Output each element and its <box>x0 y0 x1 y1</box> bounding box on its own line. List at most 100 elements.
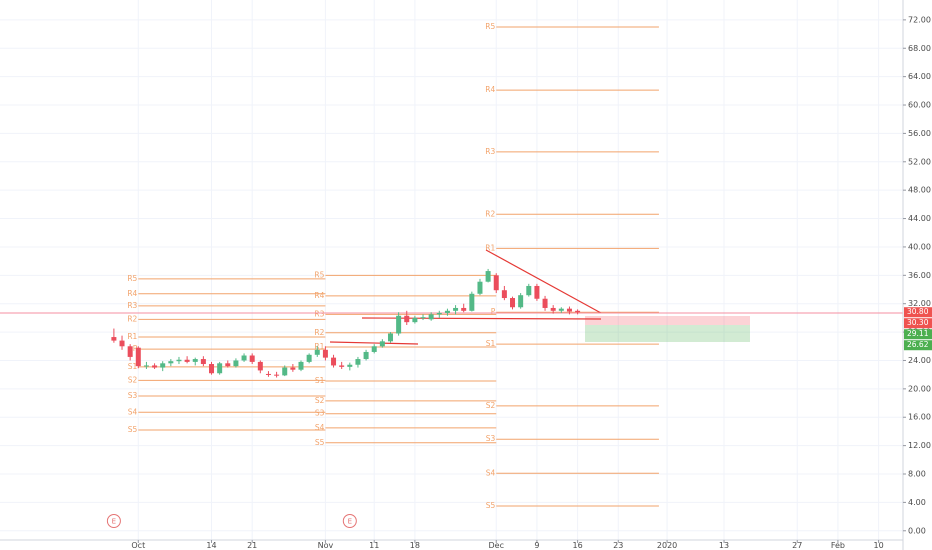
candle-body <box>331 357 337 366</box>
x-tick-label: Oct <box>131 541 145 550</box>
candle-body <box>217 363 223 374</box>
price-label-bg <box>904 318 932 329</box>
pivot-label: S1 <box>128 362 138 371</box>
candle-body <box>396 315 402 334</box>
x-tick-label: 21 <box>247 541 257 550</box>
price-label: 30.30 <box>907 318 929 327</box>
pivot-label: R2 <box>485 209 495 218</box>
candle-body <box>477 281 483 294</box>
candle-body <box>111 337 117 341</box>
candle-body <box>233 360 239 367</box>
candle-body <box>257 361 263 371</box>
candle-body <box>168 361 174 364</box>
candle-body <box>371 346 377 352</box>
pivot-label: S2 <box>315 396 325 405</box>
price-label: 29.11 <box>907 329 929 338</box>
pivot-label: R2 <box>314 328 324 337</box>
candle-body <box>436 312 442 315</box>
pivot-label: S3 <box>315 409 325 418</box>
pivot-label: S5 <box>315 438 325 447</box>
y-tick-label: 48.00 <box>908 186 931 195</box>
y-tick-label: 20.00 <box>908 384 931 393</box>
candle-body <box>526 285 532 296</box>
price-label-bg <box>904 307 932 318</box>
candle-body <box>404 315 410 323</box>
candles <box>111 268 581 378</box>
y-tick-label: 44.00 <box>908 214 931 223</box>
candle-body <box>209 364 215 374</box>
candle-body <box>143 365 149 367</box>
axes: 0.004.008.0012.0016.0020.0024.0028.0032.… <box>131 15 932 550</box>
pivot-label: R3 <box>127 301 137 310</box>
pivot-label: S4 <box>486 468 496 477</box>
candle-body <box>347 364 353 367</box>
candle-body <box>493 275 499 291</box>
candle-body <box>249 355 255 362</box>
candle-body <box>453 307 459 311</box>
x-tick-label: 2020 <box>657 541 677 550</box>
pivot-label: S5 <box>128 425 138 434</box>
x-tick-label: Dec <box>489 541 504 550</box>
price-axis <box>903 0 932 550</box>
candle-body <box>363 351 369 360</box>
candle-body <box>135 347 141 367</box>
pivot-lines: R5 R4 R3 R2 R1 P S1 S2 S3 S4 S5 R5 R4 R3 R2 R1 S1 S2 S3 S4 S… <box>127 22 659 510</box>
candle-body <box>485 271 491 282</box>
candle-body <box>469 293 475 311</box>
pivot-label: P <box>491 307 496 316</box>
y-tick-label: 32.00 <box>908 299 931 308</box>
candle-body <box>518 295 524 308</box>
candle-body <box>314 349 320 355</box>
event-label: E <box>112 518 116 526</box>
price-label-bg <box>904 340 932 351</box>
candle-body <box>542 298 548 308</box>
y-tick-label: 56.00 <box>908 129 931 138</box>
x-tick-label: 18 <box>410 541 420 550</box>
x-tick-label: 14 <box>206 541 216 550</box>
candle-body <box>282 367 288 376</box>
y-tick-label: 52.00 <box>908 157 931 166</box>
y-tick-label: 12.00 <box>908 441 931 450</box>
pivot-label: S2 <box>486 401 496 410</box>
candle-body <box>339 365 345 367</box>
candle-body <box>558 308 564 311</box>
pivot-label: R5 <box>485 22 495 31</box>
pivot-label: S1 <box>486 339 496 348</box>
candle-body <box>290 367 296 370</box>
pivot-label: S2 <box>128 375 138 384</box>
price-label-bg <box>904 329 932 340</box>
candle-body <box>127 346 133 357</box>
event-marker <box>106 514 121 528</box>
y-tick-label: 60.00 <box>908 101 931 110</box>
pivot-label: S4 <box>315 423 325 432</box>
pivot-label: S1 <box>315 376 325 385</box>
candle-body <box>160 363 166 368</box>
candle-body <box>534 285 540 299</box>
pivot-label: R1 <box>127 332 137 341</box>
pivot-label: R1 <box>485 243 495 252</box>
candle-body <box>176 359 182 362</box>
pivot-label: R1 <box>314 342 324 351</box>
candle-body <box>428 314 434 320</box>
candle-body <box>575 310 581 313</box>
pivot-label: R5 <box>127 274 137 283</box>
candle-body <box>322 349 328 358</box>
x-tick-label: Feb <box>831 541 845 550</box>
candle-body <box>379 341 385 347</box>
x-tick-label: 10 <box>874 541 884 550</box>
candle-body <box>412 317 418 323</box>
pivot-label: P <box>133 344 138 353</box>
candle-body <box>306 354 312 362</box>
pivot-label: R3 <box>314 309 324 318</box>
candle-body <box>501 290 507 299</box>
candle-body <box>119 340 125 347</box>
x-tick-label: Nov <box>318 541 334 550</box>
pivot-label: S4 <box>128 407 138 416</box>
x-tick-label: 23 <box>613 541 623 550</box>
candle-body <box>298 361 304 370</box>
candle-body <box>192 359 198 362</box>
trend-line <box>485 249 602 314</box>
pivot-label: S5 <box>486 501 496 510</box>
candle-body <box>265 373 271 375</box>
